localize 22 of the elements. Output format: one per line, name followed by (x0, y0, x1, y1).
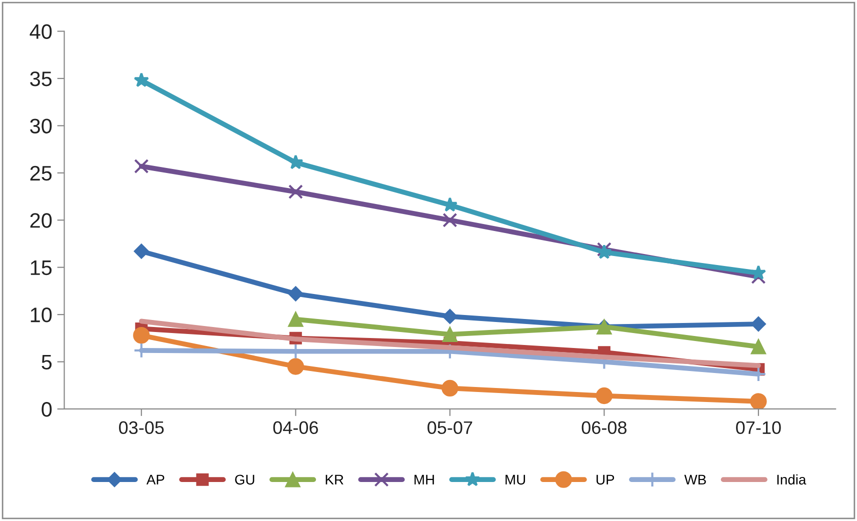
y-tick-label: 35 (30, 71, 52, 86)
y-tick-label: 15 (30, 260, 52, 276)
y-tick-label: 5 (42, 354, 52, 370)
x-tick-label: 03-05 (119, 421, 164, 434)
legend-label: AP (146, 474, 164, 484)
x-tick-label: 04-06 (273, 421, 318, 434)
x-tick-label: 06-08 (582, 421, 626, 434)
legend-label: WB (684, 474, 706, 484)
legend-label: MU (506, 474, 525, 485)
y-tick-label: 40 (30, 24, 52, 40)
y-tick-label: 10 (30, 308, 52, 322)
y-tick-label: 30 (30, 118, 52, 134)
legend-label: MH (414, 474, 434, 484)
legend-label: UP (596, 474, 614, 485)
y-tick-label: 0 (42, 402, 52, 417)
x-tick-label: 07-10 (736, 421, 781, 434)
x-tick-label: 05-07 (428, 421, 472, 434)
legend-label: GU (235, 474, 254, 485)
y-tick-label: 25 (30, 166, 52, 181)
legend-label: India (777, 474, 806, 485)
legend-label: KR (326, 474, 344, 484)
y-tick-label: 20 (30, 213, 52, 228)
